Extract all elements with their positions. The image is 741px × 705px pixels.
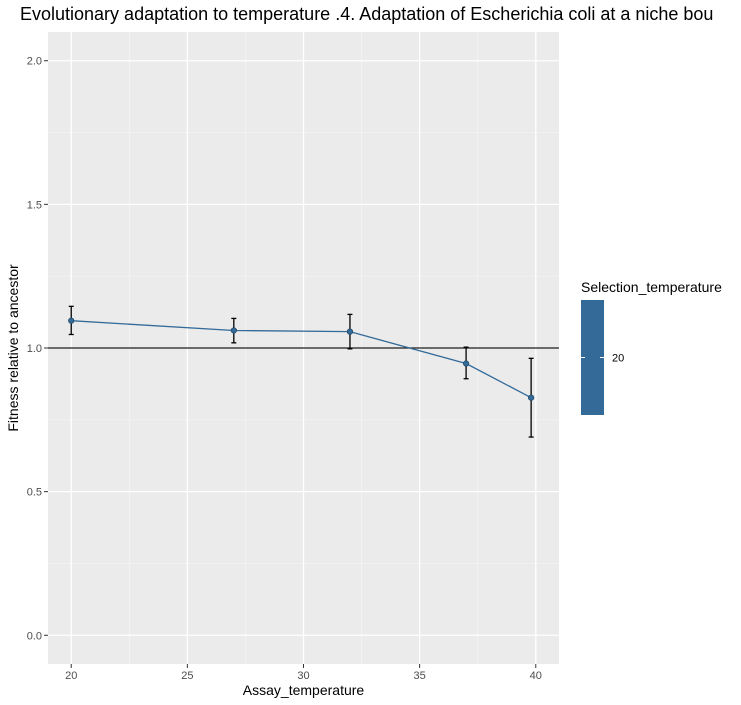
data-point — [230, 327, 237, 334]
x-axis-title: Assay_temperature — [243, 682, 365, 698]
data-point — [462, 360, 470, 367]
y-axis-title: Fitness relative to ancestor — [5, 264, 21, 432]
x-tick-label: 20 — [65, 670, 77, 682]
y-tick-label: 2.0 — [27, 56, 42, 68]
x-tick-label: 35 — [414, 670, 426, 682]
y-tick-label: 0.0 — [27, 630, 42, 642]
x-tick-label: 25 — [181, 670, 193, 682]
legend-colorbar — [581, 300, 604, 415]
x-axis: 20 25 30 35 40 — [65, 664, 542, 682]
y-axis: 0.0 0.5 1.0 1.5 2.0 — [27, 56, 48, 642]
data-point — [346, 328, 354, 335]
series-group — [68, 305, 535, 438]
x-tick-label: 40 — [530, 670, 542, 682]
y-tick-label: 1.5 — [27, 199, 42, 211]
legend-entries: 20 — [581, 300, 624, 415]
y-tick-label: 1.0 — [27, 343, 42, 355]
y-tick-label: 0.5 — [27, 487, 42, 499]
legend-label: 20 — [612, 353, 624, 365]
data-point — [528, 394, 535, 401]
legend: Selection_temperature 20 — [581, 279, 722, 415]
data-point — [68, 317, 75, 324]
legend-title: Selection_temperature — [581, 279, 722, 295]
x-tick-label: 30 — [297, 670, 309, 682]
chart-title: Evolutionary adaptation to temperature .… — [20, 4, 713, 24]
